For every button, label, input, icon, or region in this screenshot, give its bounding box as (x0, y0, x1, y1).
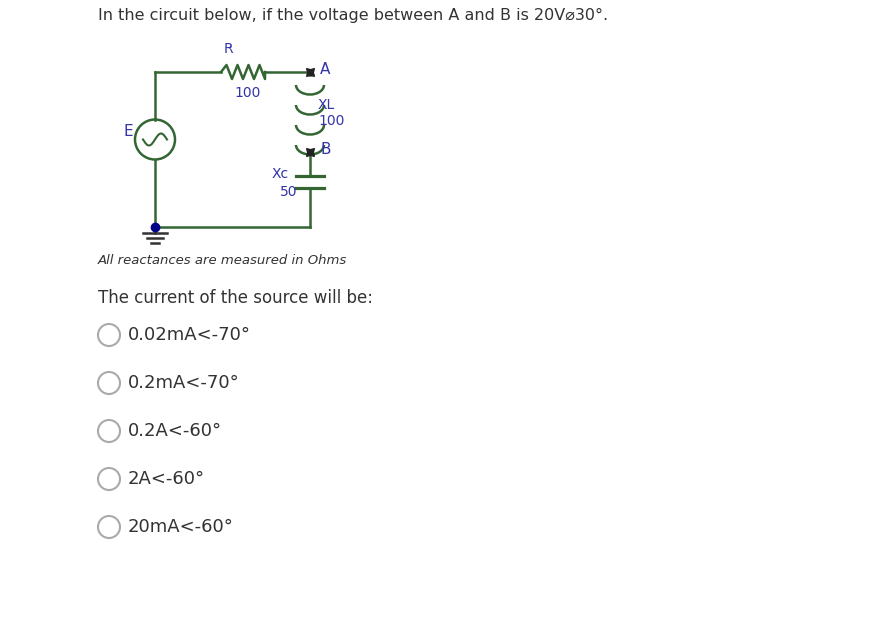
Text: Xc: Xc (272, 167, 290, 181)
Text: 20mA<-60°: 20mA<-60° (128, 518, 234, 536)
Text: All reactances are measured in Ohms: All reactances are measured in Ohms (98, 254, 348, 267)
Text: 0.02mA<-70°: 0.02mA<-70° (128, 326, 251, 344)
Text: The current of the source will be:: The current of the source will be: (98, 289, 373, 307)
Text: E: E (123, 124, 133, 139)
Text: R: R (224, 42, 233, 56)
Text: A: A (320, 61, 330, 76)
Text: XL: XL (318, 98, 335, 112)
Text: 100: 100 (235, 86, 261, 100)
Text: 2A<-60°: 2A<-60° (128, 470, 205, 488)
Text: 50: 50 (280, 185, 297, 199)
Text: In the circuit below, if the voltage between A and B is 20V⌀30°.: In the circuit below, if the voltage bet… (98, 8, 608, 23)
Text: 0.2mA<-70°: 0.2mA<-70° (128, 374, 239, 392)
Text: 0.2A<-60°: 0.2A<-60° (128, 422, 222, 440)
Text: 100: 100 (318, 114, 344, 128)
Text: B: B (320, 142, 331, 157)
